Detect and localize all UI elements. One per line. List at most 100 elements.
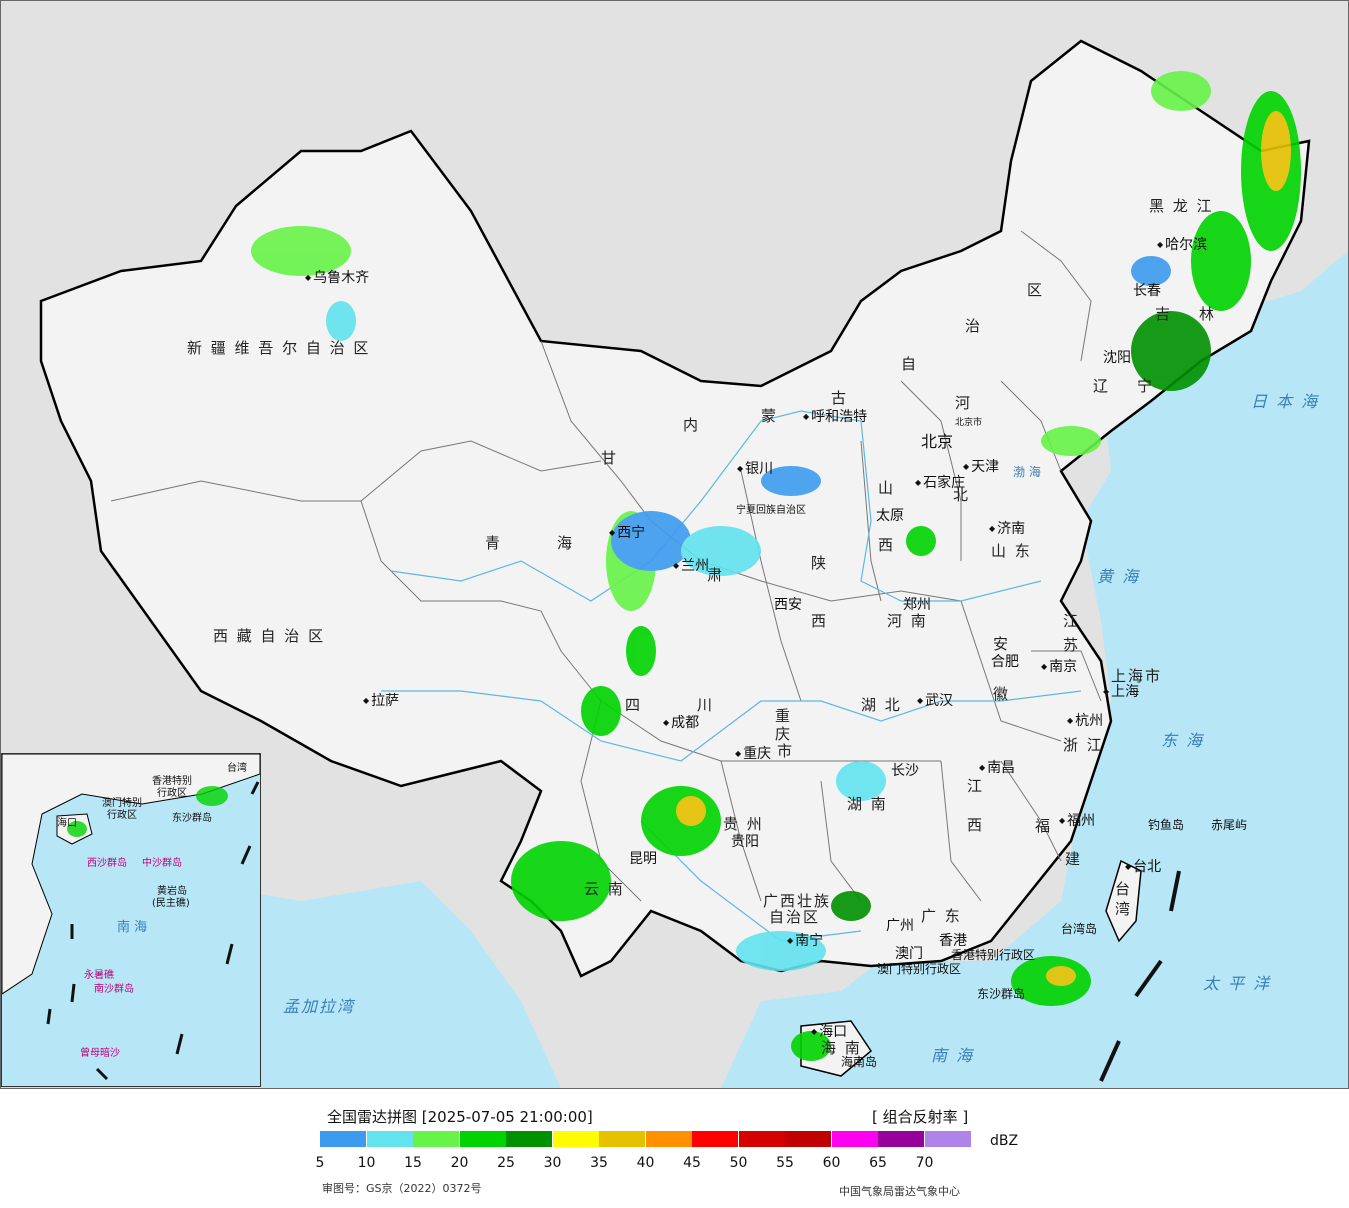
city-urumqi: 乌鲁木齐 bbox=[305, 271, 369, 285]
region-shandong: 山 东 bbox=[991, 542, 1032, 560]
city-taiyuan: 太原 bbox=[876, 508, 904, 524]
japan-sea bbox=[1171, 251, 1348, 501]
city-guangzhou: 广州 bbox=[886, 918, 914, 934]
city-xining: 西宁 bbox=[609, 526, 645, 540]
city-zhengzhou: 郑州 bbox=[903, 597, 931, 613]
region-jilin-1: 吉 bbox=[1155, 305, 1171, 323]
legend-tick: 35 bbox=[590, 1155, 608, 1171]
inset-macau-2: 行政区 bbox=[107, 810, 137, 821]
city-chengdu: 成都 bbox=[663, 716, 699, 730]
island-dongsha: 东沙群岛 bbox=[977, 987, 1026, 1001]
inset-hongkong: 香港特别 bbox=[152, 776, 192, 787]
region-jiangsu-2: 苏 bbox=[1063, 636, 1079, 654]
legend-approval: 审图号：GS京（2022）0372号 bbox=[322, 1182, 482, 1195]
legend-swatch bbox=[506, 1131, 552, 1147]
inset-taiwan: 台湾 bbox=[227, 763, 247, 774]
sea-pacific: 太 平 洋 bbox=[1203, 974, 1272, 993]
region-taiwan-1: 台 bbox=[1115, 880, 1131, 898]
region-yunnan: 云 南 bbox=[584, 880, 625, 898]
legend-swatch bbox=[878, 1131, 924, 1147]
city-hangzhou: 杭州 bbox=[1067, 714, 1103, 728]
legend-tick: 45 bbox=[683, 1155, 701, 1171]
legend-tick: 65 bbox=[869, 1155, 887, 1171]
legend-swatch bbox=[366, 1131, 413, 1147]
city-nanning: 南宁 bbox=[787, 934, 823, 948]
inset-south-china-sea: 香港特别 行政区 澳门特别 行政区 台湾 东沙群岛 海口 西沙群岛 中沙群岛 黄… bbox=[1, 753, 261, 1087]
region-neimenggu-3: 古 bbox=[831, 389, 847, 407]
city-wuhan: 武汉 bbox=[917, 694, 953, 708]
region-anhui-2: 徽 bbox=[993, 685, 1009, 703]
region-anhui-1: 安 bbox=[993, 635, 1009, 653]
legend-swatch bbox=[599, 1131, 645, 1147]
legend-tick: 20 bbox=[450, 1155, 469, 1171]
region-hongkong: 香港特别行政区 bbox=[951, 948, 1036, 962]
region-fujian-2: 建 bbox=[1065, 850, 1081, 868]
region-liaoning-2: 宁 bbox=[1137, 377, 1153, 395]
city-hefei: 合肥 bbox=[991, 654, 1019, 670]
ocean-east bbox=[721, 301, 1348, 1088]
sea-bay-of-bengal: 孟加拉湾 bbox=[283, 997, 356, 1016]
capital-small: 北京市 bbox=[955, 418, 983, 428]
city-fuzhou: 福州 bbox=[1059, 814, 1095, 828]
region-guizhou: 贵 州 bbox=[723, 815, 764, 833]
legend-tick: 5 bbox=[315, 1155, 325, 1171]
inset-nine-dash bbox=[46, 781, 260, 1081]
legend-tick: 70 bbox=[915, 1155, 934, 1171]
inset-xisha: 西沙群岛 bbox=[87, 858, 127, 869]
inset-haikou: 海口 bbox=[57, 818, 77, 829]
island-taiwan: 台湾岛 bbox=[1061, 922, 1098, 936]
city-chongqing: 重庆 bbox=[735, 747, 771, 761]
city-lanzhou: 兰州 bbox=[673, 559, 709, 573]
region-qinghai-1: 青 bbox=[485, 534, 501, 552]
region-jiangxi-1: 江 bbox=[967, 777, 983, 795]
region-gansu-1: 甘 bbox=[601, 449, 617, 467]
region-zhejiang: 浙 江 bbox=[1063, 736, 1104, 754]
region-fujian-1: 福 bbox=[1035, 817, 1051, 835]
legend: 全国雷达拼图 [2025-07-05 21:00:00] [ 组合反射率 ] d… bbox=[0, 1089, 1349, 1208]
radar-echoes bbox=[251, 71, 1301, 1061]
region-shaanxi-1: 陕 bbox=[811, 554, 827, 572]
island-diaoyu: 钓鱼岛 bbox=[1148, 818, 1185, 832]
city-changchun: 长春 bbox=[1133, 283, 1161, 299]
legend-swatch bbox=[413, 1131, 459, 1147]
legend-tick: 15 bbox=[404, 1155, 422, 1171]
region-guangdong: 广 东 bbox=[921, 907, 962, 925]
legend-swatch bbox=[459, 1131, 506, 1147]
inset-yongshu: 永暑礁 bbox=[84, 970, 114, 981]
inset-zengmu: 曾母暗沙 bbox=[80, 1048, 120, 1059]
maritime-boundary bbox=[1099, 870, 1181, 1082]
inset-zhongsha: 中沙群岛 bbox=[142, 858, 182, 869]
region-sichuan-1: 四 bbox=[625, 696, 641, 714]
inset-huangyan-2: (民主礁) bbox=[152, 898, 190, 909]
region-shaanxi-2: 西 bbox=[811, 612, 827, 630]
inset-huangyan: 黄岩岛 bbox=[157, 886, 187, 897]
inset-macau: 澳门特别 bbox=[102, 798, 142, 809]
legend-swatch bbox=[924, 1131, 971, 1147]
region-neimenggu-2: 蒙 bbox=[761, 407, 777, 425]
region-sichuan-2: 川 bbox=[697, 696, 713, 714]
region-qinghai-2: 海 bbox=[557, 534, 573, 552]
region-hainan: 海 南 bbox=[821, 1039, 862, 1057]
city-lhasa: 拉萨 bbox=[363, 694, 399, 708]
region-ningxia: 宁夏回族自治区 bbox=[736, 505, 806, 516]
sea-east: 东 海 bbox=[1161, 731, 1205, 750]
region-shanghai: 上海市 bbox=[1111, 667, 1163, 685]
region-guangxi-2: 自治区 bbox=[769, 908, 821, 926]
region-xizang: 西 藏 自 治 区 bbox=[213, 627, 326, 645]
city-changsha: 长沙 bbox=[891, 763, 919, 779]
city-hongkong: 香港 bbox=[939, 933, 967, 949]
inset-canvas bbox=[2, 754, 260, 1081]
city-tianjin: 天津 bbox=[963, 460, 999, 474]
city-beijing: 北京 bbox=[921, 432, 954, 451]
inset-south-sea: 南 海 bbox=[117, 920, 148, 935]
legend-product: [ 组合反射率 ] bbox=[872, 1108, 969, 1126]
region-hunan: 湖 南 bbox=[847, 795, 888, 813]
city-haikou: 海口 bbox=[811, 1025, 847, 1039]
legend-swatch bbox=[645, 1131, 692, 1147]
legend-unit: dBZ bbox=[990, 1133, 1019, 1149]
region-macau: 澳门特别行政区 bbox=[877, 962, 962, 976]
region-xinjiang: 新 疆 维 吾 尔 自 治 区 bbox=[187, 339, 371, 357]
legend-tick: 25 bbox=[497, 1155, 515, 1171]
region-taiwan-2: 湾 bbox=[1115, 900, 1131, 918]
region-liaoning-1: 辽 bbox=[1093, 377, 1109, 395]
